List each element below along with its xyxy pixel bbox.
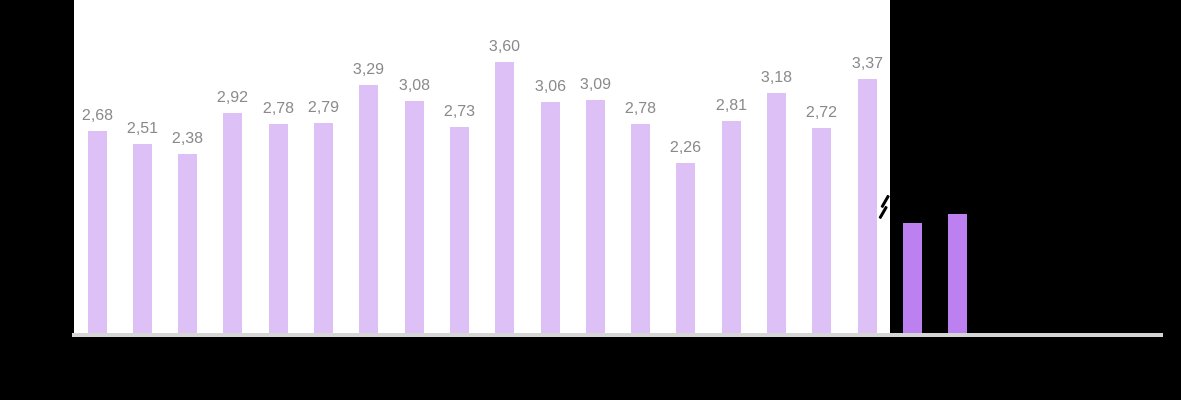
bar-value-label: 2,38 <box>171 130 204 147</box>
bar <box>314 123 333 333</box>
x-axis-line <box>72 333 1163 337</box>
bar <box>178 154 197 333</box>
bar-value-label: 2,68 <box>81 107 114 124</box>
bar <box>722 121 741 333</box>
bar-value-label: 2,79 <box>307 99 340 116</box>
bar-value-label: 2,92 <box>216 89 249 106</box>
bar <box>858 79 877 333</box>
bar <box>631 124 650 333</box>
bar-value-label: 3,29 <box>352 61 385 78</box>
bar <box>405 101 424 333</box>
bar <box>269 124 288 333</box>
bar <box>541 102 560 333</box>
plot-area <box>74 0 890 333</box>
bar-value-label: 3,37 <box>851 55 884 72</box>
bar <box>223 113 242 333</box>
bars-layer: 2,68 2,51 2,38 2,92 2,78 2,79 3,29 3,08 2,73 3,60… <box>81 38 967 333</box>
bar-value-label: 3,08 <box>398 77 431 94</box>
bar-value-label: 2,72 <box>805 104 838 121</box>
bar <box>903 223 922 333</box>
bar-value-label: 2,78 <box>624 100 657 117</box>
bar <box>495 62 514 333</box>
bar-value-label: 2,78 <box>262 100 295 117</box>
bar <box>767 93 786 333</box>
bar <box>133 144 152 333</box>
bar-value-label: 3,60 <box>488 38 521 55</box>
bar-value-label: 3,06 <box>534 78 567 95</box>
bar <box>586 100 605 333</box>
bar-value-label: 2,51 <box>126 120 159 137</box>
bar <box>812 128 831 333</box>
bar <box>359 85 378 333</box>
bar-value-label: 2,81 <box>715 97 748 114</box>
bar-value-label: 2,73 <box>443 103 476 120</box>
bar-value-label: 3,18 <box>760 69 793 86</box>
bar <box>88 131 107 333</box>
bar-value-label: 3,09 <box>579 76 612 93</box>
bar <box>948 214 967 333</box>
bar-value-label: 2,26 <box>669 139 702 156</box>
bar <box>450 127 469 333</box>
bar <box>676 163 695 333</box>
